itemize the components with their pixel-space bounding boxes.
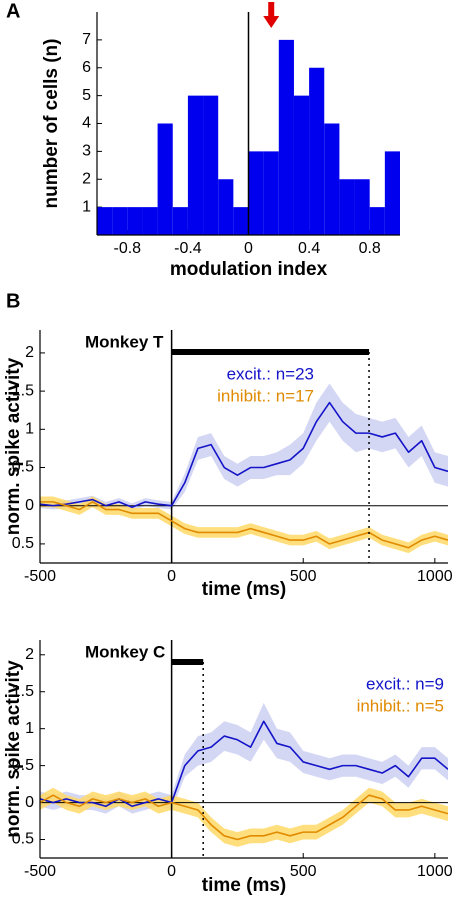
y-tick-label: 0.5 — [12, 459, 34, 476]
bar — [278, 39, 294, 235]
x-tick-label: 0.8 — [359, 240, 381, 257]
x-axis-label: modulation index — [170, 259, 328, 280]
y-tick-label: 2 — [25, 646, 34, 663]
bar — [97, 207, 113, 235]
x-tick-label: -500 — [24, 863, 56, 880]
x-tick-label: 0 — [167, 863, 176, 880]
x-tick-label: 0.4 — [298, 240, 320, 257]
x-axis-label: time (ms) — [202, 579, 286, 600]
y-tick-label: 1 — [25, 421, 34, 438]
bar — [187, 95, 204, 235]
x-tick-label: 0 — [244, 240, 253, 257]
legend-label: excit.: n=23 — [227, 364, 314, 383]
bar — [263, 151, 279, 235]
x-tick-label: -500 — [24, 568, 56, 585]
bar — [127, 207, 143, 235]
bar — [293, 95, 310, 235]
line — [40, 720, 448, 808]
bar — [248, 151, 264, 235]
line — [40, 501, 448, 549]
chart-title: Monkey C — [85, 642, 165, 661]
y-tick-label: 0 — [25, 497, 34, 514]
x-tick-label: 500 — [290, 568, 317, 585]
line — [40, 794, 448, 841]
bar — [339, 179, 355, 235]
x-tick-label: 1000 — [417, 863, 453, 880]
chart-title: Monkey T — [85, 332, 164, 351]
bar — [354, 179, 370, 235]
y-axis-label: number of cells (n) — [41, 39, 62, 209]
y-tick-label: 2 — [82, 170, 91, 187]
y-tick-label: 5 — [82, 87, 91, 104]
y-axis-label: norm. spike activity — [3, 660, 24, 838]
y-tick-label: 1 — [82, 198, 91, 215]
y-tick-label: 0 — [25, 794, 34, 811]
y-tick-label: 4 — [82, 115, 91, 132]
y-tick-label: 0.5 — [12, 535, 34, 552]
y-tick-label: 3 — [82, 143, 91, 160]
bar — [309, 67, 325, 235]
panel-label: A — [6, 0, 20, 22]
x-tick-label: 0 — [167, 568, 176, 585]
bar — [233, 207, 249, 235]
y-tick-label: 6 — [82, 59, 91, 76]
bar — [324, 123, 340, 235]
panel-label: B — [6, 290, 20, 312]
x-axis-label: time (ms) — [202, 875, 286, 896]
y-tick-label: 1 — [25, 720, 34, 737]
error-band — [40, 383, 448, 512]
arrow — [263, 2, 280, 28]
bar — [157, 123, 173, 235]
bar — [218, 179, 234, 235]
x-tick-label: 500 — [290, 863, 317, 880]
legend-label: excit.: n=9 — [366, 674, 444, 693]
y-tick-label: 2 — [25, 344, 34, 361]
y-tick-label: 7 — [82, 31, 91, 48]
error-band — [40, 496, 448, 554]
bar — [172, 207, 188, 235]
bar — [384, 151, 400, 235]
x-tick-label: 1000 — [417, 568, 453, 585]
y-tick-label: 1.5 — [12, 382, 34, 399]
x-tick-label: -0.4 — [174, 240, 202, 257]
bar — [112, 207, 128, 235]
bar — [203, 95, 219, 235]
line — [40, 401, 448, 509]
y-tick-label: 0.5 — [12, 831, 34, 848]
y-tick-label: 1.5 — [12, 683, 34, 700]
bar — [142, 207, 158, 235]
legend-label: inhibit.: n=17 — [217, 386, 314, 405]
legend-label: inhibit.: n=5 — [357, 696, 444, 715]
x-tick-label: -0.8 — [114, 240, 142, 257]
y-tick-label: 0.5 — [12, 757, 34, 774]
y-axis-label: norm. spike activity — [3, 357, 24, 535]
bar — [369, 207, 385, 235]
